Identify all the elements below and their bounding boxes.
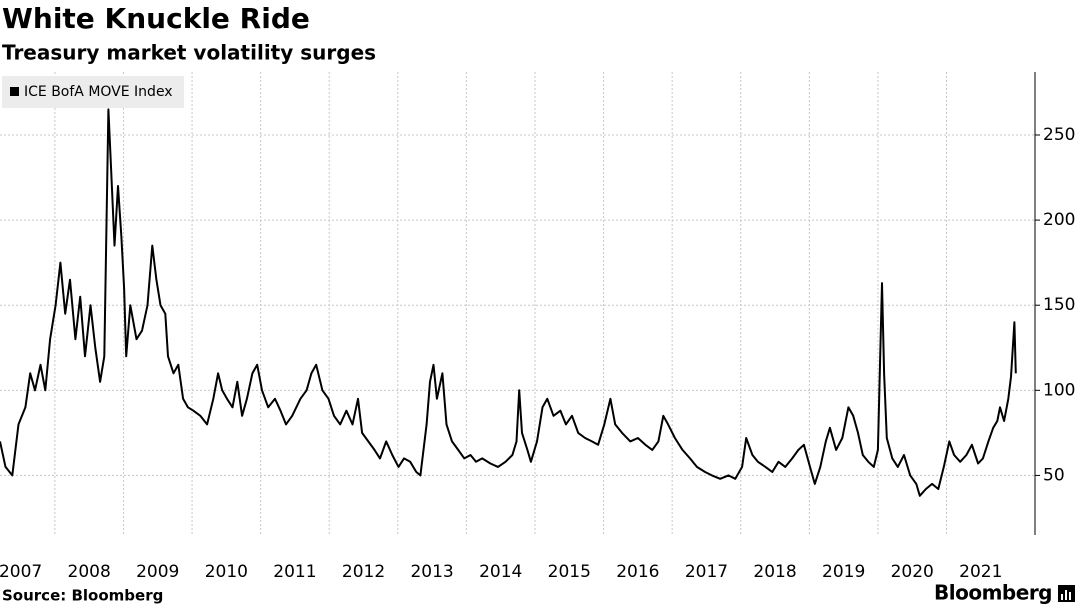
x-tick-label: 2007 — [0, 562, 42, 582]
legend-label: ICE BofA MOVE Index — [24, 84, 173, 100]
legend: ICE BofA MOVE Index — [2, 76, 184, 108]
x-tick-label: 2019 — [822, 562, 865, 582]
x-tick-label: 2014 — [479, 562, 522, 582]
x-tick-label: 2021 — [959, 562, 1002, 582]
legend-swatch — [10, 87, 19, 96]
x-tick-label: 2020 — [891, 562, 934, 582]
brand-icon-bar — [1061, 594, 1063, 600]
y-tick-label: 50 — [1043, 465, 1065, 485]
x-tick-label: 2012 — [342, 562, 385, 582]
y-tick-label: 100 — [1043, 380, 1075, 400]
y-tick-label: 250 — [1043, 125, 1075, 145]
line — [0, 108, 1017, 497]
brand-icon-bar — [1069, 592, 1071, 600]
brand-icon-bar — [1065, 590, 1067, 600]
source: Source: Bloomberg — [2, 587, 163, 605]
y-tick-label: 200 — [1043, 210, 1075, 230]
x-tick-label: 2009 — [136, 562, 179, 582]
x-tick-label: 2018 — [753, 562, 796, 582]
x-tick-label: 2016 — [616, 562, 659, 582]
brand: Bloomberg — [934, 581, 1052, 605]
y-tick-label: 150 — [1043, 295, 1075, 315]
brand-icon — [1058, 585, 1075, 602]
chart-title: White Knuckle Ride — [2, 2, 310, 35]
x-tick-label: 2015 — [548, 562, 591, 582]
chart-subtitle: Treasury market volatility surges — [2, 41, 376, 65]
x-tick-label: 2008 — [68, 562, 111, 582]
x-tick-label: 2010 — [205, 562, 248, 582]
legend-box — [2, 76, 184, 108]
x-tick-label: 2013 — [410, 562, 453, 582]
x-tick-label: 2011 — [273, 562, 316, 582]
x-tick-label: 2017 — [685, 562, 728, 582]
